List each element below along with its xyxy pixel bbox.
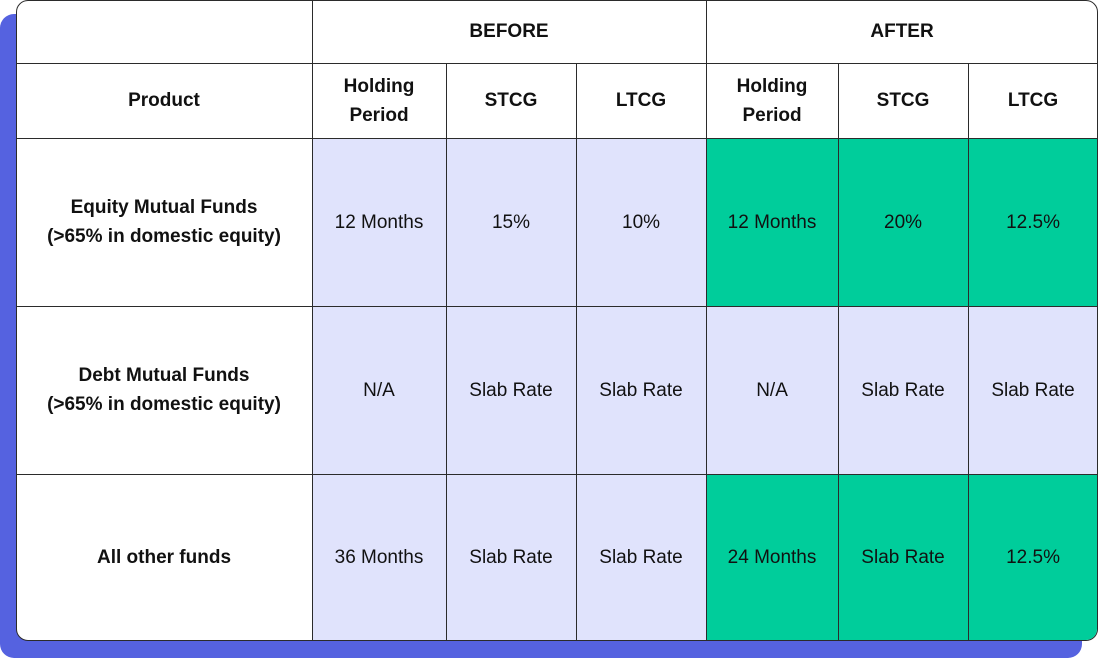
column-header: STCG (445, 62, 577, 139)
product-cell: Equity Mutual Funds (>65% in domestic equ… (17, 137, 313, 307)
value-cell: N/A (311, 305, 447, 475)
value-cell: 24 Months (705, 473, 839, 640)
product-header: Product (17, 62, 313, 139)
table-card: BEFORE AFTER Product Holding Period STCG L… (16, 0, 1098, 641)
product-label: (>65% in domestic equity) (47, 394, 281, 415)
column-header: LTCG (967, 62, 1097, 139)
group-header: AFTER (705, 1, 1097, 64)
empty-header (17, 1, 313, 64)
product-cell: All other funds (17, 473, 313, 640)
value-cell: Slab Rate (445, 473, 577, 640)
data-row: Equity Mutual Funds (>65% in domestic equ… (17, 137, 1097, 307)
value-cell: Slab Rate (967, 305, 1097, 475)
column-header-row: Product Holding Period STCG LTCG Holding Pe… (17, 62, 1097, 139)
value-cell: Slab Rate (575, 305, 707, 475)
group-row: BEFORE AFTER (17, 1, 1097, 64)
value-cell: 12.5% (967, 137, 1097, 307)
product-label: Equity Mutual Funds (70, 197, 258, 218)
column-header: STCG (837, 62, 969, 139)
product-label: (>65% in domestic equity) (47, 226, 281, 247)
value-cell: Slab Rate (837, 305, 969, 475)
value-cell: 12.5% (967, 473, 1097, 640)
value-cell: 10% (575, 137, 707, 307)
value-cell: 12 Months (705, 137, 839, 307)
product-label: Debt Mutual Funds (78, 365, 250, 386)
value-cell: 20% (837, 137, 969, 307)
product-label: All other funds (96, 547, 232, 568)
group-header: BEFORE (311, 1, 707, 64)
column-header: Holding Period (705, 62, 839, 139)
value-cell: Slab Rate (837, 473, 969, 640)
value-cell: Slab Rate (445, 305, 577, 475)
data-row: Debt Mutual Funds (>65% in domestic equit… (17, 305, 1097, 475)
column-header: LTCG (575, 62, 707, 139)
product-cell: Debt Mutual Funds (>65% in domestic equit… (17, 305, 313, 475)
comparison-table: BEFORE AFTER Product Holding Period STCG L… (17, 1, 1097, 640)
data-row: All other funds 36 Months Slab Rate Slab Ra… (17, 473, 1097, 640)
value-cell: 12 Months (311, 137, 447, 307)
value-cell: 15% (445, 137, 577, 307)
value-cell: Slab Rate (575, 473, 707, 640)
column-header: Holding Period (311, 62, 447, 139)
value-cell: N/A (705, 305, 839, 475)
value-cell: 36 Months (311, 473, 447, 640)
